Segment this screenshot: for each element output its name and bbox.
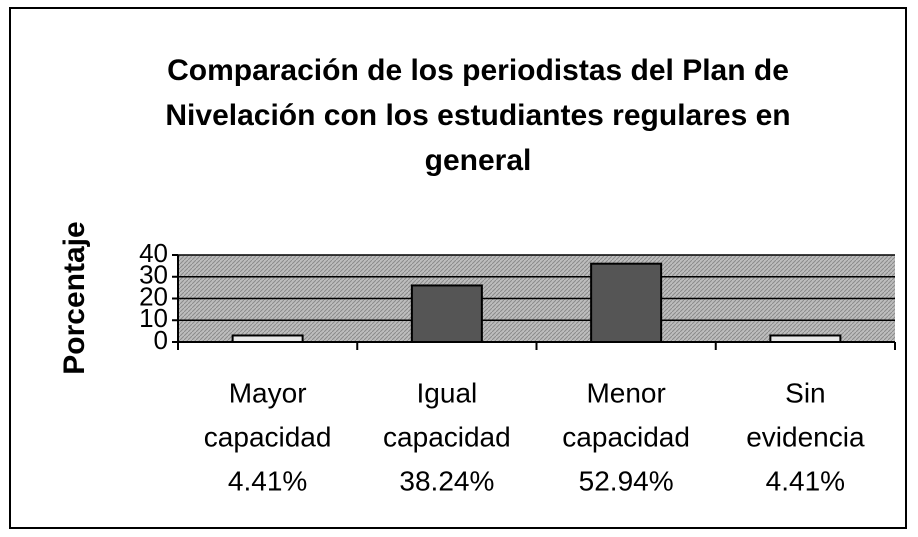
x-tick-label: Sin [785, 377, 825, 408]
y-axis-label: Porcentaje [58, 221, 91, 374]
x-tick-label: capacidad [383, 421, 511, 452]
bar [769, 334, 842, 344]
y-tick-label: 30 [139, 260, 168, 290]
x-tick-label: Menor [586, 377, 665, 408]
x-tick-label: capacidad [562, 421, 690, 452]
x-tick-label: 4.41% [766, 465, 845, 496]
x-tick-label: Mayor [229, 377, 307, 408]
x-tick-label: 52.94% [579, 465, 674, 496]
x-tick-label: capacidad [204, 421, 332, 452]
y-tick-label: 0 [154, 325, 168, 355]
chart-title: Comparación de los periodistas del Plan … [167, 54, 789, 87]
y-tick-label: 10 [139, 303, 168, 333]
bar [410, 284, 483, 344]
y-tick-label: 40 [139, 238, 168, 268]
chart-title: general [425, 144, 532, 177]
bar [590, 262, 663, 344]
x-tick-label: 38.24% [399, 465, 494, 496]
x-tick-label: 4.41% [228, 465, 307, 496]
bar [231, 334, 304, 344]
chart-title: Nivelación con los estudiantes regulares… [165, 99, 790, 132]
y-tick-label: 20 [139, 281, 168, 311]
x-tick-label: evidencia [746, 421, 865, 452]
x-tick-label: Igual [417, 377, 478, 408]
